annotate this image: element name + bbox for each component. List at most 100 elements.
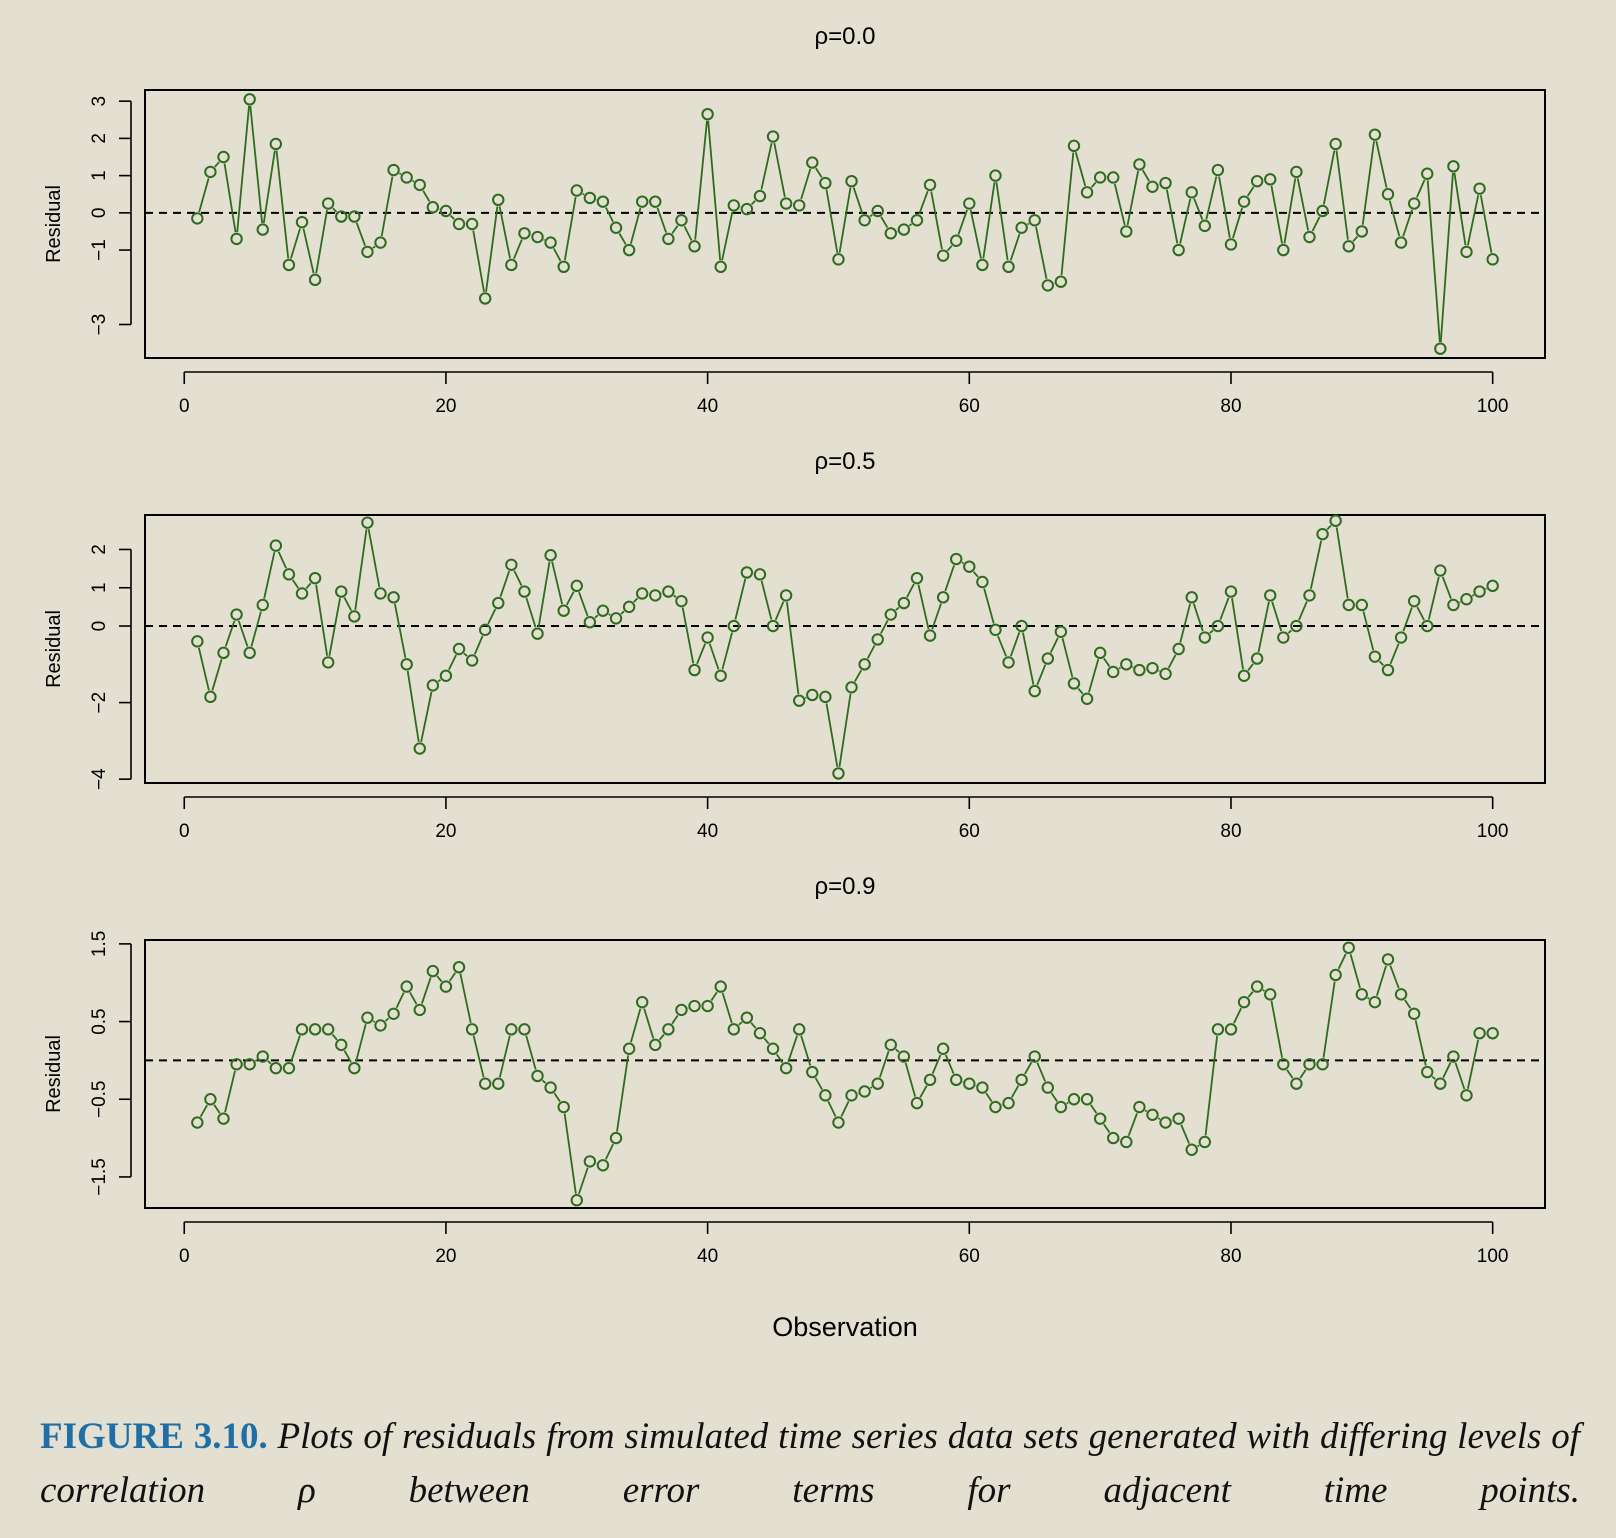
data-point (531, 1069, 544, 1083)
panel-1: ρ=0.0 0 20 40 60 80 100 −3 −1 0 1 2 3 Residual (43, 23, 1546, 417)
data-point (819, 690, 832, 704)
x-tick-label: 80 (1220, 821, 1241, 842)
series-segment (472, 1035, 485, 1078)
series-segment (1180, 1124, 1190, 1144)
data-point (779, 197, 793, 210)
data-point (596, 604, 610, 617)
data-point (1421, 1065, 1434, 1079)
data-point (570, 1194, 583, 1207)
series-segment (696, 643, 706, 665)
data-point (1146, 1108, 1159, 1121)
series-segment (463, 652, 468, 657)
data-point (1120, 225, 1133, 238)
series-segment (1402, 209, 1413, 237)
data-point (649, 1038, 662, 1052)
data-point (688, 240, 701, 253)
series-segment (1179, 198, 1192, 244)
series-segment (448, 972, 457, 982)
series-segment (223, 163, 237, 233)
data-point (518, 227, 531, 240)
series-segment (578, 1167, 589, 1195)
data-point (596, 1159, 610, 1172)
data-point (1015, 221, 1028, 234)
data-point (1277, 1058, 1290, 1071)
series-segment (985, 1092, 993, 1102)
data-point (1447, 160, 1460, 173)
data-point (832, 253, 845, 266)
series-segment (1352, 235, 1359, 242)
series-segment (1426, 180, 1441, 343)
series-segment (1311, 216, 1321, 232)
data-point (204, 1093, 217, 1106)
data-point (1133, 1100, 1146, 1114)
data-point (1159, 1116, 1172, 1129)
data-point (1093, 646, 1107, 660)
series-segment (671, 1014, 679, 1025)
data-point (544, 236, 557, 249)
data-point (884, 227, 897, 240)
figure-caption: FIGURE 3.10. Plots of residuals from sim… (40, 1410, 1580, 1518)
data-point (910, 571, 924, 585)
series-segment (290, 1035, 301, 1063)
series-segment (827, 1101, 837, 1117)
series-segment (774, 601, 785, 621)
series-segment (1204, 1035, 1219, 1136)
data-point (1447, 1050, 1460, 1063)
data-point (701, 999, 714, 1013)
data-point (675, 594, 688, 608)
data-point (321, 656, 335, 669)
series-segment (1060, 152, 1075, 276)
data-point (256, 223, 269, 236)
series-segment (437, 679, 442, 683)
data-point (335, 1038, 348, 1052)
data-point (1198, 1135, 1212, 1149)
data-point (989, 1100, 1002, 1114)
data-point (1277, 631, 1290, 644)
series-segment (629, 207, 642, 244)
data-point (766, 1042, 780, 1055)
data-point (766, 619, 780, 633)
y-tick-label: 1 (89, 170, 110, 181)
y-tick-label: 0 (89, 208, 110, 219)
data-point (1159, 667, 1172, 681)
data-point (230, 232, 243, 246)
data-point (1015, 619, 1028, 633)
series-segment (355, 1023, 367, 1062)
series-segment (906, 583, 915, 598)
series-segment (420, 691, 433, 743)
data-point (976, 1081, 989, 1094)
series-segment (1322, 981, 1336, 1058)
data-point (819, 1089, 832, 1102)
data-point (282, 1061, 296, 1075)
data-point (1237, 995, 1251, 1009)
data-point (1080, 186, 1094, 199)
data-point (1250, 174, 1264, 188)
data-point (256, 598, 269, 612)
x-tick-label: 60 (959, 1246, 980, 1267)
data-point (622, 600, 636, 614)
data-point (295, 215, 309, 229)
data-point (923, 1073, 937, 1087)
data-point (1473, 1027, 1486, 1040)
series-segment (267, 1060, 272, 1065)
series-segment (578, 591, 589, 617)
series-segment (1296, 178, 1310, 231)
series-segment (1247, 991, 1254, 998)
data-point (976, 258, 989, 272)
series-segment (721, 632, 733, 670)
data-point (570, 184, 583, 197)
series-segment (249, 105, 263, 224)
data-point (609, 221, 623, 234)
data-point (1329, 514, 1342, 527)
series-segment (485, 206, 499, 292)
data-point (1394, 988, 1408, 1001)
data-point (950, 234, 963, 247)
x-tick-label: 0 (179, 1246, 190, 1267)
data-point (858, 214, 871, 227)
data-point (1107, 665, 1120, 679)
data-point (583, 616, 597, 629)
data-point (1381, 188, 1395, 201)
series-segment (331, 1033, 338, 1041)
x-tick-label: 40 (697, 1246, 718, 1267)
data-point (923, 178, 937, 192)
